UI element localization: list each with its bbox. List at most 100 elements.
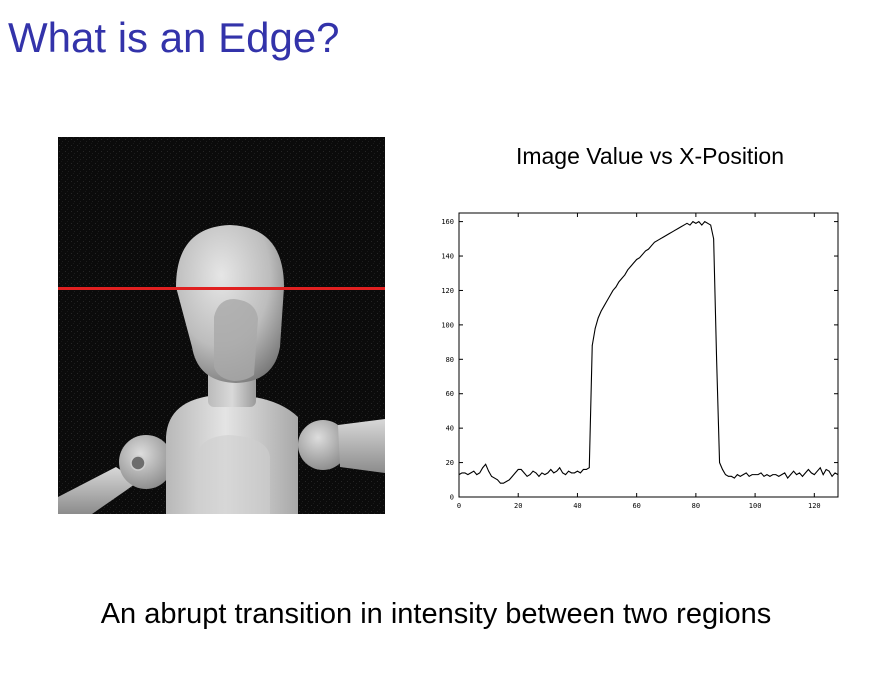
- x-tick-label: 60: [632, 502, 640, 510]
- data-point: [642, 253, 643, 255]
- scanline: [58, 287, 385, 290]
- data-point: [624, 274, 626, 276]
- data-point: [742, 474, 744, 476]
- data-point: [662, 236, 664, 238]
- data-point: [784, 472, 786, 474]
- data-point: [571, 472, 572, 474]
- x-tick-label: 100: [749, 502, 762, 510]
- data-point: [621, 278, 623, 279]
- data-point: [816, 470, 818, 472]
- face-plane: [214, 299, 258, 381]
- data-point: [739, 475, 741, 477]
- data-point: [606, 300, 608, 302]
- data-point: [828, 470, 830, 472]
- left-shoulder-ball: [119, 435, 173, 489]
- data-point: [577, 470, 578, 472]
- data-point: [787, 477, 789, 479]
- data-point: [600, 310, 602, 312]
- data-point: [778, 475, 780, 477]
- data-point: [698, 221, 700, 223]
- data-point: [473, 470, 475, 472]
- data-point: [505, 481, 507, 482]
- plot-frame: [458, 212, 839, 498]
- right-shoulder-ball: [298, 420, 348, 470]
- data-point: [550, 469, 552, 470]
- data-point: [707, 222, 709, 224]
- data-point: [562, 472, 564, 474]
- chart-title: Image Value vs X-Position: [515, 143, 785, 169]
- slide-caption: An abrupt transition in intensity betwee…: [100, 598, 772, 630]
- data-point: [695, 222, 697, 224]
- data-point: [645, 250, 646, 252]
- data-point: [603, 305, 605, 307]
- data-point: [802, 475, 803, 477]
- data-point: [677, 228, 679, 229]
- data-point: [793, 470, 794, 472]
- data-point: [704, 221, 706, 223]
- data-point: [556, 470, 558, 472]
- data-point: [639, 257, 641, 259]
- data-point: [529, 474, 531, 476]
- data-point: [467, 474, 469, 476]
- data-point: [627, 269, 629, 271]
- y-tick-label: 20: [446, 459, 454, 467]
- y-tick-label: 140: [441, 253, 454, 261]
- y-tick-label: 60: [446, 390, 454, 398]
- y-tick-label: 80: [446, 356, 454, 364]
- data-point: [674, 229, 676, 231]
- data-point: [671, 231, 673, 233]
- y-tick-label: 0: [450, 494, 454, 502]
- data-point: [686, 222, 688, 224]
- data-point: [772, 474, 774, 476]
- data-point: [766, 474, 768, 476]
- data-point: [500, 482, 501, 484]
- x-tick-label: 40: [573, 502, 581, 510]
- data-point: [630, 265, 632, 267]
- data-point: [722, 469, 723, 470]
- data-point: [532, 470, 534, 472]
- data-point: [464, 472, 466, 474]
- data-point: [807, 469, 809, 470]
- data-point: [719, 462, 720, 463]
- data-point: [508, 479, 510, 481]
- data-point: [837, 474, 839, 476]
- data-point: [574, 472, 575, 474]
- data-point: [544, 474, 546, 476]
- y-tick-label: 40: [446, 425, 454, 433]
- data-point: [810, 472, 812, 474]
- data-point: [503, 482, 504, 484]
- data-point: [799, 472, 800, 474]
- data-point: [668, 233, 670, 235]
- data-point: [458, 474, 460, 476]
- data-point: [689, 224, 691, 226]
- data-point: [728, 475, 729, 477]
- series-line: [458, 220, 839, 484]
- data-point: [763, 475, 765, 477]
- data-point: [523, 472, 525, 474]
- data-point: [769, 475, 771, 477]
- data-point: [748, 475, 750, 477]
- data-point: [609, 295, 611, 297]
- x-tick-label: 120: [808, 502, 821, 510]
- data-point: [665, 234, 667, 236]
- data-point: [680, 226, 682, 228]
- data-point: [656, 240, 658, 241]
- data-point: [736, 474, 738, 476]
- data-point: [479, 472, 481, 474]
- data-point: [535, 472, 537, 474]
- data-point: [568, 470, 569, 472]
- y-tick-label: 100: [441, 321, 454, 329]
- data-point: [754, 474, 756, 476]
- x-tick-label: 80: [692, 502, 700, 510]
- data-point: [553, 472, 555, 474]
- data-point: [733, 477, 735, 479]
- data-point: [476, 474, 478, 476]
- data-point: [485, 463, 487, 465]
- data-point: [654, 241, 655, 243]
- x-tick-label: 0: [457, 502, 461, 510]
- data-point: [579, 472, 581, 474]
- data-point: [514, 472, 516, 474]
- y-tick-label: 160: [441, 218, 454, 226]
- shoulder-screw: [130, 455, 146, 471]
- data-point: [559, 467, 561, 469]
